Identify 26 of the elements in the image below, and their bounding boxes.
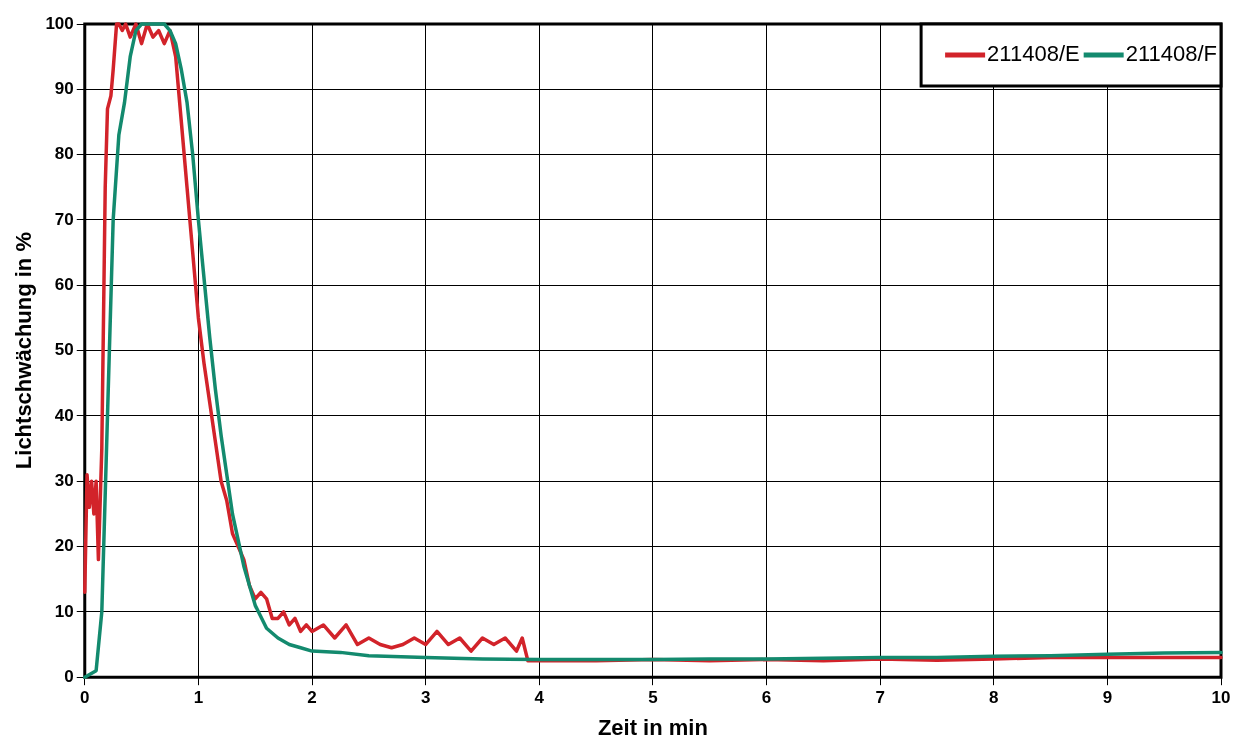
y-axis-title: Lichtschwächung in % [11,232,37,470]
y-tick-label: 40 [54,405,74,425]
x-tick-label: 3 [420,688,431,708]
y-tick-label: 90 [54,79,74,99]
y-tick-label: 30 [54,470,74,490]
x-tick-label: 8 [989,688,999,708]
y-tick-label: 0 [64,666,74,686]
y-tick-label: 70 [54,209,74,229]
x-axis-title: Zeit in min [597,714,708,740]
y-tick-label: 20 [54,536,74,556]
x-tick-label: 4 [534,688,545,708]
x-tick-label: 0 [80,688,90,708]
legend-label: 211408/E [987,41,1080,67]
y-tick-label: 80 [54,144,74,164]
x-tick-label: 7 [875,688,885,708]
y-tick-label: 60 [54,274,74,294]
x-tick-label: 10 [1211,688,1231,708]
x-tick-label: 6 [761,688,772,708]
x-tick-label: 9 [1102,688,1113,708]
legend-label: 211408/F [1125,41,1218,67]
y-tick-label: 50 [54,340,74,360]
x-tick-label: 2 [307,688,317,708]
x-tick-label: 1 [193,688,204,708]
x-tick-label: 5 [648,688,658,708]
y-tick-label: 100 [45,13,74,33]
y-tick-label: 10 [54,601,74,621]
